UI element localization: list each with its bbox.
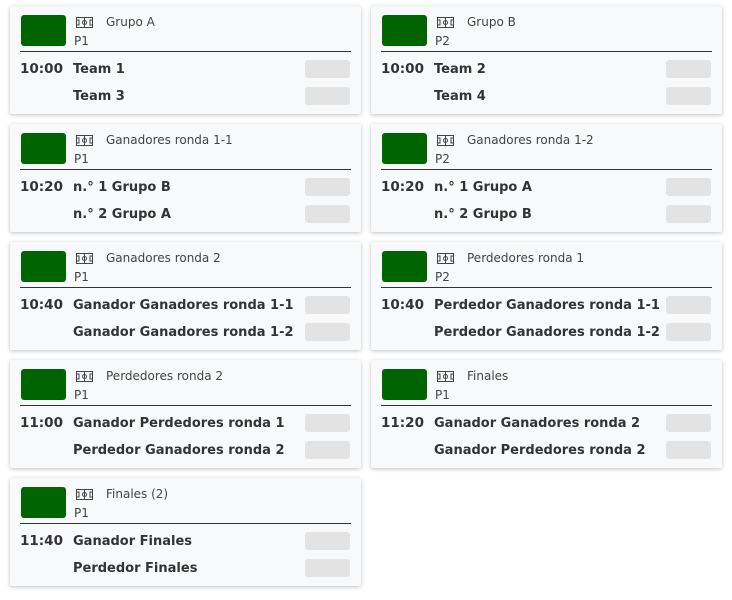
soccer-field-icon (76, 489, 93, 500)
divider (20, 169, 351, 170)
match-time: 11:20 (381, 415, 424, 431)
away-score-input[interactable] (666, 323, 711, 341)
match-time: 10:00 (20, 61, 63, 77)
home-score-input[interactable] (666, 178, 711, 196)
divider (20, 287, 351, 288)
match-title: Grupo B (467, 15, 516, 29)
team-color-swatch (382, 369, 427, 400)
pitch-label: P1 (74, 506, 89, 520)
soccer-field-icon (76, 135, 93, 146)
team-color-swatch (21, 369, 66, 400)
away-score-input[interactable] (666, 205, 711, 223)
pitch-label: P2 (435, 270, 450, 284)
soccer-field-icon (76, 371, 93, 382)
team-color-swatch (21, 487, 66, 518)
away-team: Ganador Perdedores ronda 2 (434, 443, 646, 458)
home-team: Ganador Perdedores ronda 1 (73, 416, 285, 431)
away-team: Perdedor Ganadores ronda 2 (73, 443, 285, 458)
away-team: n.° 2 Grupo A (73, 207, 171, 222)
match-time: 11:00 (20, 415, 63, 431)
match-time: 11:40 (20, 533, 63, 549)
divider (381, 287, 712, 288)
home-score-input[interactable] (666, 414, 711, 432)
away-score-input[interactable] (305, 559, 350, 577)
home-team: n.° 1 Grupo B (73, 180, 171, 195)
team-color-swatch (382, 15, 427, 46)
home-score-input[interactable] (305, 532, 350, 550)
home-team: Ganador Ganadores ronda 2 (434, 416, 641, 431)
match-title: Ganadores ronda 1-2 (467, 133, 594, 147)
home-score-input[interactable] (305, 178, 350, 196)
home-team: Ganador Ganadores ronda 1-1 (73, 298, 294, 313)
match-time: 10:40 (20, 297, 63, 313)
team-color-swatch (21, 251, 66, 282)
home-score-input[interactable] (666, 60, 711, 78)
match-card[interactable]: Finales (2) P1 11:40 Ganador Finales Per… (10, 478, 361, 586)
away-team: Perdedor Ganadores ronda 1-2 (434, 325, 660, 340)
away-score-input[interactable] (305, 441, 350, 459)
match-card[interactable]: Ganadores ronda 1-2 P2 10:20 n.° 1 Grupo… (371, 124, 722, 232)
home-team: Perdedor Ganadores ronda 1-1 (434, 298, 660, 313)
home-score-input[interactable] (666, 296, 711, 314)
pitch-label: P2 (435, 152, 450, 166)
away-team: Perdedor Finales (73, 561, 198, 576)
match-title: Ganadores ronda 1-1 (106, 133, 233, 147)
away-score-input[interactable] (305, 205, 350, 223)
match-card[interactable]: Ganadores ronda 1-1 P1 10:20 n.° 1 Grupo… (10, 124, 361, 232)
soccer-field-icon (437, 371, 454, 382)
pitch-label: P2 (435, 34, 450, 48)
match-title: Finales (2) (106, 487, 169, 501)
match-title: Ganadores ronda 2 (106, 251, 221, 265)
away-score-input[interactable] (666, 441, 711, 459)
pitch-label: P1 (74, 152, 89, 166)
divider (20, 523, 351, 524)
match-time: 10:40 (381, 297, 424, 313)
match-time: 10:20 (381, 179, 424, 195)
soccer-field-icon (76, 17, 93, 28)
team-color-swatch (21, 15, 66, 46)
home-score-input[interactable] (305, 414, 350, 432)
divider (20, 51, 351, 52)
soccer-field-icon (76, 253, 93, 264)
team-color-swatch (382, 251, 427, 282)
match-title: Grupo A (106, 15, 155, 29)
match-title: Perdedores ronda 2 (106, 369, 224, 383)
match-card[interactable]: Grupo B P2 10:00 Team 2 Team 4 (371, 6, 722, 114)
divider (381, 51, 712, 52)
home-score-input[interactable] (305, 60, 350, 78)
match-title: Perdedores ronda 1 (467, 251, 585, 265)
away-team: Team 3 (73, 89, 125, 104)
away-team: Ganador Ganadores ronda 1-2 (73, 325, 294, 340)
divider (381, 405, 712, 406)
team-color-swatch (382, 133, 427, 164)
match-card[interactable]: Finales P1 11:20 Ganador Ganadores ronda… (371, 360, 722, 468)
divider (381, 169, 712, 170)
home-team: Ganador Finales (73, 534, 193, 549)
away-score-input[interactable] (305, 323, 350, 341)
pitch-label: P1 (435, 388, 450, 402)
divider (20, 405, 351, 406)
soccer-field-icon (437, 17, 454, 28)
away-team: Team 4 (434, 89, 486, 104)
match-time: 10:20 (20, 179, 63, 195)
match-card[interactable]: Perdedores ronda 2 P1 11:00 Ganador Perd… (10, 360, 361, 468)
pitch-label: P1 (74, 388, 89, 402)
home-team: Team 2 (434, 62, 486, 77)
match-title: Finales (467, 369, 509, 383)
match-time: 10:00 (381, 61, 424, 77)
team-color-swatch (21, 133, 66, 164)
soccer-field-icon (437, 135, 454, 146)
home-team: Team 1 (73, 62, 125, 77)
home-team: n.° 1 Grupo A (434, 180, 532, 195)
away-score-input[interactable] (666, 87, 711, 105)
match-card[interactable]: Perdedores ronda 1 P2 10:40 Perdedor Gan… (371, 242, 722, 350)
match-card[interactable]: Ganadores ronda 2 P1 10:40 Ganador Ganad… (10, 242, 361, 350)
soccer-field-icon (437, 253, 454, 264)
away-score-input[interactable] (305, 87, 350, 105)
away-team: n.° 2 Grupo B (434, 207, 532, 222)
pitch-label: P1 (74, 270, 89, 284)
home-score-input[interactable] (305, 296, 350, 314)
pitch-label: P1 (74, 34, 89, 48)
match-card[interactable]: Grupo A P1 10:00 Team 1 Team 3 (10, 6, 361, 114)
